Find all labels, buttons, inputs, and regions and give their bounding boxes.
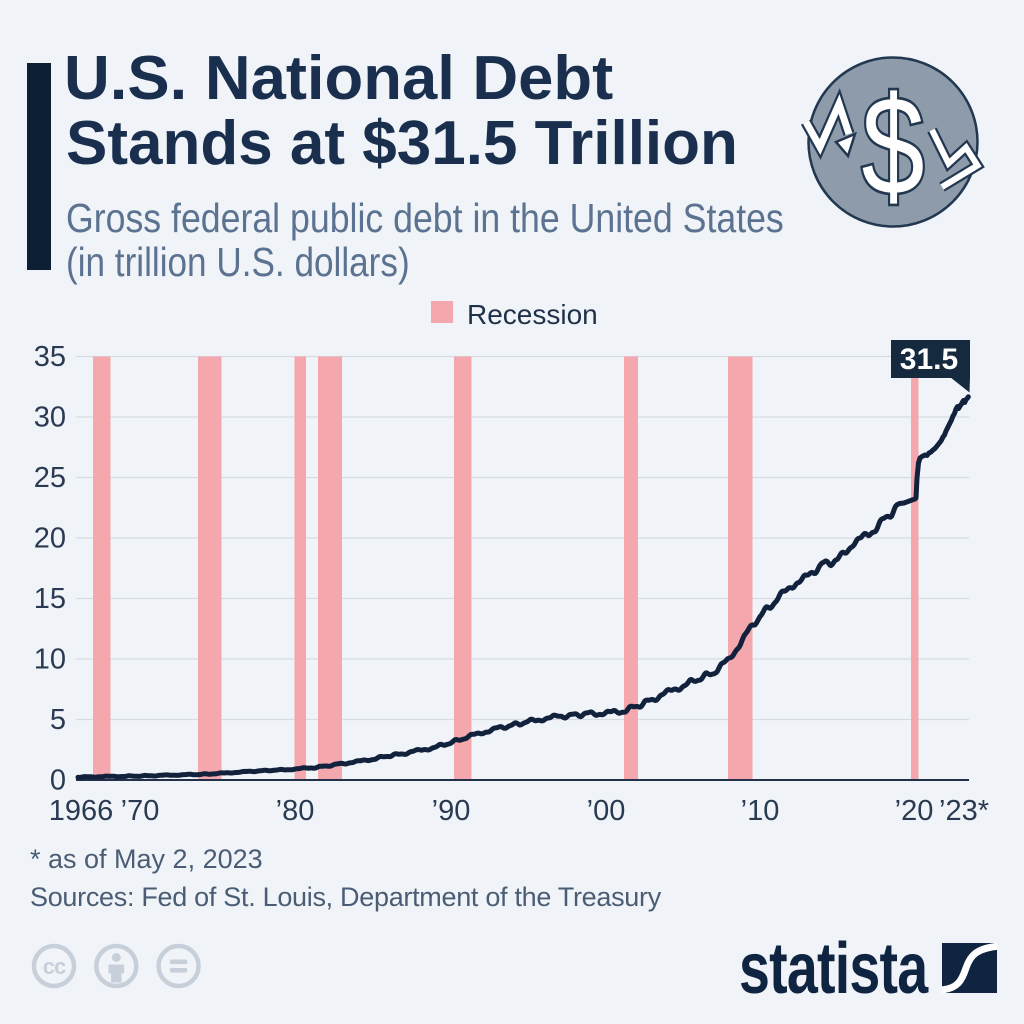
svg-text:’90: ’90 (432, 795, 471, 827)
svg-text:’20: ’20 (895, 795, 934, 827)
svg-text:20: 20 (34, 523, 66, 555)
svg-text:statista: statista (739, 928, 929, 1009)
svg-text:1966: 1966 (49, 795, 114, 827)
svg-text:5: 5 (50, 704, 66, 736)
svg-text:25: 25 (34, 462, 66, 494)
svg-text:’70: ’70 (121, 795, 160, 827)
svg-text:’10: ’10 (741, 795, 780, 827)
svg-text:15: 15 (34, 583, 66, 615)
svg-text:10: 10 (34, 644, 66, 676)
svg-text:35: 35 (34, 341, 66, 373)
svg-text:0: 0 (50, 765, 66, 797)
svg-text:31.5: 31.5 (900, 343, 958, 376)
svg-text:cc: cc (43, 954, 66, 979)
svg-text:$: $ (861, 68, 924, 224)
svg-text:30: 30 (34, 402, 66, 434)
svg-text:’80: ’80 (276, 795, 315, 827)
svg-text:’00: ’00 (587, 795, 626, 827)
svg-text:’23*: ’23* (939, 795, 989, 827)
